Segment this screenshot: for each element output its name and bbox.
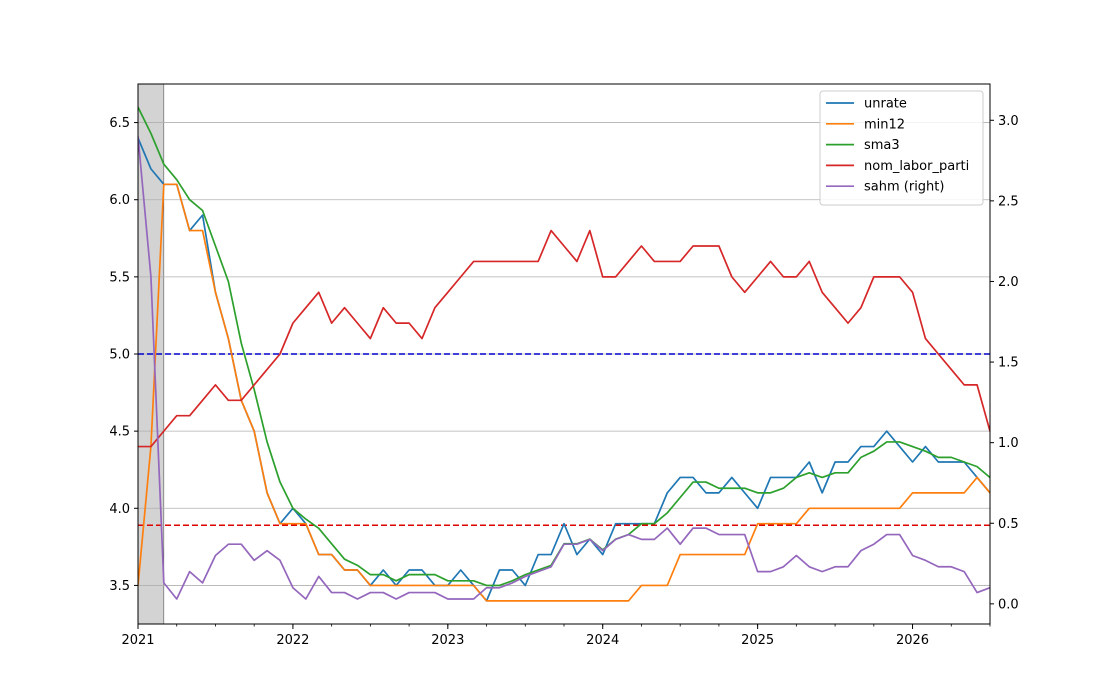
series-line-nom-labor-parti [138,229,990,448]
y-right-tick-label: 1.5 [998,356,1019,371]
y-left-tick-label: 3.5 [109,579,130,594]
y-left-tick-label: 6.5 [109,116,130,131]
y-right-tick-label: 1.0 [998,436,1019,451]
x-tick-label: 2022 [276,633,309,648]
x-tick-label: 2025 [741,633,774,648]
legend-label: min12 [864,117,905,132]
y-right-tick-label: 2.0 [998,275,1019,290]
series-lines [138,106,990,602]
y-left-tick-label: 5.5 [109,270,130,285]
y-left-tick-label: 5.0 [109,348,130,363]
left-axis: 3.5 4.0 4.5 5.0 5.5 6.0 6.5 [109,116,138,594]
y-right-tick-label: 3.0 [998,114,1019,129]
y-left-tick-label: 6.0 [109,193,130,208]
series-line-sahm-right [138,136,990,600]
series-line-min12 [138,183,990,602]
x-tick-label: 2023 [431,633,464,648]
y-left-tick-label: 4.5 [109,425,130,440]
x-tick-label: 2026 [896,633,929,648]
legend-label: sma3 [864,138,900,153]
x-axis: 2021 2022 2023 2024 2025 2026 [121,624,991,648]
right-axis: 0.0 0.5 1.0 1.5 2.0 2.5 3.0 [990,114,1019,612]
legend-label: unrate [864,97,907,112]
x-tick-label: 2021 [121,633,154,648]
legend-box [819,90,984,206]
y-right-tick-label: 0.0 [998,597,1019,612]
y-right-tick-label: 2.5 [998,194,1019,209]
y-right-tick-label: 0.5 [998,517,1019,532]
legend-label: sahm (right) [864,180,944,195]
x-tick-label: 2024 [586,633,619,648]
legend-label: nom_labor_parti [864,159,969,174]
y-left-tick-label: 4.0 [109,502,130,517]
